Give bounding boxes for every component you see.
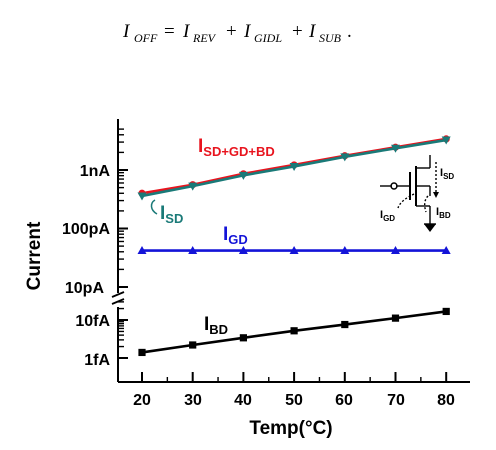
equation-equals: = (164, 21, 175, 42)
x-tick-label-20: 20 (133, 392, 151, 409)
inset-ibd-path (423, 195, 429, 213)
data-point (239, 334, 247, 342)
equation-term-2-sub: GIDL (254, 31, 282, 45)
inset-label-ibd: IBD (436, 206, 451, 220)
data-point (441, 246, 451, 255)
label-isd-symbol: I (160, 203, 165, 224)
equation-term-1: I (182, 21, 191, 42)
x-tick-label-50: 50 (285, 392, 303, 409)
equation: I OFF = I REV + I GIDL + I SUB . (122, 21, 352, 45)
transistor-inset (380, 155, 439, 232)
x-tick-label-60: 60 (335, 392, 353, 409)
series-gd (137, 246, 451, 255)
x-tick-labels: 20 30 40 50 60 70 80 (133, 392, 455, 409)
y-ticks (118, 128, 128, 359)
inset-label-isd-symbol: I (440, 167, 443, 179)
data-point (188, 246, 198, 255)
label-ibd: IBD (204, 314, 228, 337)
label-ibd-sub: BD (209, 322, 228, 337)
data-point (340, 246, 350, 255)
data-point (188, 182, 198, 191)
label-igd-sub: GD (228, 232, 248, 247)
label-isd-sub: SD (165, 211, 183, 226)
equation-lhs: I (122, 21, 131, 42)
label-isd-gd-bd-symbol: I (198, 136, 203, 157)
x-tick-label-80: 80 (437, 392, 455, 409)
y-tick-label-1na: 1nA (80, 163, 111, 180)
inset-label-igd-symbol: I (380, 209, 383, 221)
x-tick-label-40: 40 (234, 392, 252, 409)
inset-label-isd-sub: SD (443, 172, 454, 181)
data-point (391, 246, 400, 255)
data-point (189, 341, 197, 349)
inset-label-ibd-symbol: I (436, 206, 439, 218)
series-layer (137, 135, 451, 357)
data-point (391, 144, 400, 153)
data-point (289, 162, 299, 171)
label-igd-symbol: I (223, 224, 228, 245)
inset-igd-path (397, 193, 415, 209)
inset-isd-arrowhead (433, 192, 439, 198)
label-isd-gd-bd-sub: SD+GD+BD (203, 144, 275, 159)
label-isd: ISD (160, 203, 183, 226)
axis-break-mark-1 (111, 291, 125, 298)
inset-label-ibd-sub: BD (439, 211, 451, 220)
data-point (442, 307, 450, 316)
y-axis-title: Current (24, 221, 45, 290)
data-point (238, 171, 248, 180)
y-tick-label-100pa: 100pA (62, 221, 110, 238)
inset-label-isd: ISD (440, 167, 454, 181)
data-point (137, 192, 147, 201)
y-tick-label-1fa: 1fA (84, 352, 110, 369)
equation-term-3: I (308, 21, 317, 42)
data-point (340, 153, 350, 162)
data-point (290, 327, 298, 335)
x-axis-title: Temp(°C) (249, 418, 332, 439)
equation-term-1-sub: REV (192, 31, 217, 45)
equation-term-3-sub: SUB (319, 31, 342, 45)
equation-term-2: I (243, 21, 252, 42)
data-point (341, 320, 349, 329)
inset-label-igd: IGD (380, 209, 395, 223)
x-tick-label-30: 30 (184, 392, 202, 409)
data-point (391, 314, 400, 322)
x-tick-label-70: 70 (387, 392, 405, 409)
label-ibd-symbol: I (204, 314, 209, 335)
y-tick-label-10pa: 10pA (65, 280, 105, 297)
equation-lhs-sub: OFF (134, 31, 158, 45)
series-sd (137, 136, 451, 201)
data-point (138, 348, 146, 357)
data-point (289, 246, 299, 255)
equation-plus-1: + (226, 21, 237, 42)
x-ticks (141, 372, 448, 382)
data-point (137, 246, 147, 255)
inset-gate-bubble (390, 182, 398, 190)
equation-period: . (347, 21, 352, 42)
data-point (238, 246, 248, 255)
inset-label-igd-sub: GD (383, 214, 395, 223)
data-point (441, 136, 451, 145)
label-isd-gd-bd: ISD+GD+BD (198, 136, 275, 159)
y-tick-label-10fa: 10fA (75, 313, 110, 330)
equation-plus-2: + (292, 21, 303, 42)
series-bd (138, 307, 450, 357)
label-igd: IGD (223, 224, 248, 247)
inset-ground-arrow (424, 224, 436, 232)
label-isd-pointer (150, 199, 158, 215)
